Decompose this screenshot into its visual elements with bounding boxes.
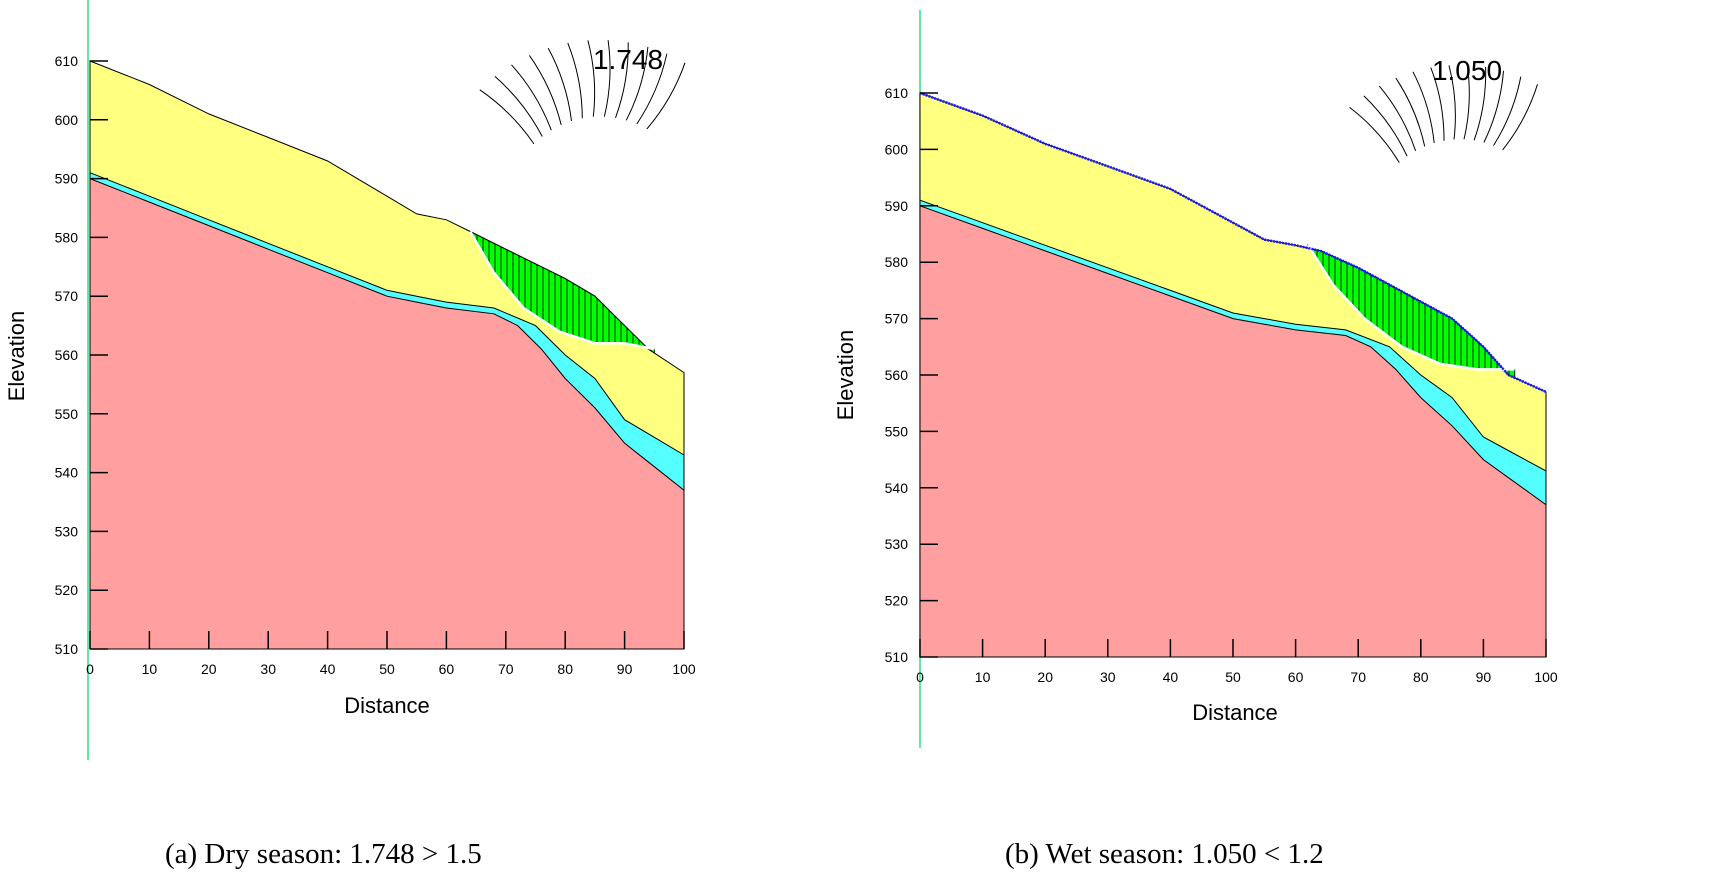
- trial-arc: [494, 76, 543, 137]
- x-tick-label: 10: [975, 669, 991, 685]
- trial-arc: [587, 40, 596, 117]
- y-tick-label: 590: [55, 171, 79, 187]
- factor-of-safety-label: 1.050: [1432, 55, 1502, 86]
- plot-area: 0 10 20 30 40 50 60 70 80 90 100 510 520 530 540 550 560…: [885, 65, 1558, 685]
- y-tick-label: 510: [55, 641, 79, 657]
- trial-arc: [1463, 65, 1470, 140]
- trial-arc: [1502, 84, 1538, 151]
- x-tick-label: 10: [142, 661, 158, 677]
- x-tick-label: 70: [498, 661, 514, 677]
- x-tick-label: 0: [916, 669, 924, 685]
- y-tick-label: 600: [55, 112, 79, 128]
- x-tick-label: 60: [439, 661, 455, 677]
- trial-arc: [603, 40, 611, 117]
- trial-arc: [636, 53, 668, 125]
- slip-surface: [1307, 244, 1515, 371]
- panel-caption: (a) Dry season: 1.748 > 1.5: [165, 838, 482, 870]
- x-tick-label: 20: [201, 661, 217, 677]
- y-tick-label: 520: [55, 582, 79, 598]
- x-tick-label: 100: [672, 661, 696, 677]
- y-tick-label: 590: [885, 198, 909, 214]
- trial-arc: [1448, 65, 1456, 140]
- y-tick-label: 540: [885, 480, 909, 496]
- trial-arc: [1363, 95, 1408, 157]
- y-tick-label: 550: [885, 423, 909, 439]
- trial-arc: [567, 42, 583, 119]
- trial-arc: [1395, 77, 1426, 147]
- y-axis-title: Elevation: [833, 330, 858, 421]
- y-tick-label: 540: [55, 465, 79, 481]
- panel-caption: (b) Wet season: 1.050 < 1.2: [1005, 838, 1324, 870]
- x-tick-label: 60: [1288, 669, 1304, 685]
- y-tick-label: 570: [885, 311, 909, 327]
- trial-center-grid: [479, 40, 686, 145]
- y-tick-label: 610: [55, 53, 79, 69]
- trial-arc: [625, 46, 649, 121]
- x-tick-label: 40: [1163, 669, 1179, 685]
- trial-arc: [479, 89, 535, 145]
- slip-surface: [469, 230, 655, 351]
- factor-of-safety-label: 1.748: [593, 44, 663, 75]
- slope-section-wet: 0 10 20 30 40 50 60 70 80 90 100 510 520 530 540 550 560…: [833, 10, 1558, 748]
- y-tick-label: 610: [885, 85, 909, 101]
- y-tick-label: 580: [55, 229, 79, 245]
- x-tick-label: 80: [557, 661, 573, 677]
- bedrock-layer: [919, 205, 1547, 658]
- y-tick-label: 520: [885, 593, 909, 609]
- x-tick-label: 90: [1476, 669, 1492, 685]
- y-axis-title: Elevation: [4, 311, 29, 402]
- trial-arc: [1493, 76, 1522, 146]
- trial-arc: [646, 62, 686, 130]
- x-tick-label: 50: [379, 661, 395, 677]
- panel-dry-season: 0 10 20 30 40 50 60 70 80 90 100 510 520 530 540 550 560…: [0, 0, 780, 887]
- slope-section-dry: 0 10 20 30 40 50 60 70 80 90 100 510 520 530 540 550 560…: [4, 0, 696, 760]
- x-tick-label: 80: [1413, 669, 1429, 685]
- x-tick-label: 0: [86, 661, 94, 677]
- y-tick-label: 600: [885, 141, 909, 157]
- water-table-line: [919, 91, 1547, 394]
- trial-arc: [1349, 107, 1400, 163]
- x-tick-label: 70: [1350, 669, 1366, 685]
- x-axis-title: Distance: [344, 693, 430, 718]
- x-tick-label: 30: [260, 661, 276, 677]
- x-tick-label: 30: [1100, 669, 1116, 685]
- y-tick-label: 580: [885, 254, 909, 270]
- plot-area: 0 10 20 30 40 50 60 70 80 90 100 510 520 530 540 550 560…: [55, 40, 696, 677]
- trial-arc: [615, 42, 629, 118]
- trial-arc: [511, 64, 552, 131]
- trial-arc: [1483, 70, 1504, 143]
- trial-arc: [1412, 71, 1435, 144]
- x-tick-label: 90: [617, 661, 633, 677]
- y-tick-label: 530: [885, 536, 909, 552]
- trial-arc: [528, 55, 562, 126]
- trial-arc: [1473, 66, 1487, 141]
- x-tick-label: 100: [1534, 669, 1558, 685]
- trial-arc: [1378, 85, 1417, 151]
- y-tick-label: 510: [885, 649, 909, 665]
- x-tick-label: 20: [1037, 669, 1053, 685]
- y-tick-label: 560: [55, 347, 79, 363]
- x-tick-label: 50: [1225, 669, 1241, 685]
- trial-arc: [1430, 67, 1445, 141]
- trial-arc: [547, 47, 572, 121]
- y-tick-label: 550: [55, 406, 79, 422]
- y-tick-label: 570: [55, 288, 79, 304]
- y-tick-label: 560: [885, 367, 909, 383]
- panel-wet-season: 0 10 20 30 40 50 60 70 80 90 100 510 520 530 540 550 560…: [833, 0, 1709, 887]
- y-tick-label: 530: [55, 523, 79, 539]
- x-tick-label: 40: [320, 661, 336, 677]
- x-axis-title: Distance: [1192, 700, 1278, 725]
- bedrock-layer: [89, 177, 685, 650]
- trial-center-grid: [1349, 65, 1538, 163]
